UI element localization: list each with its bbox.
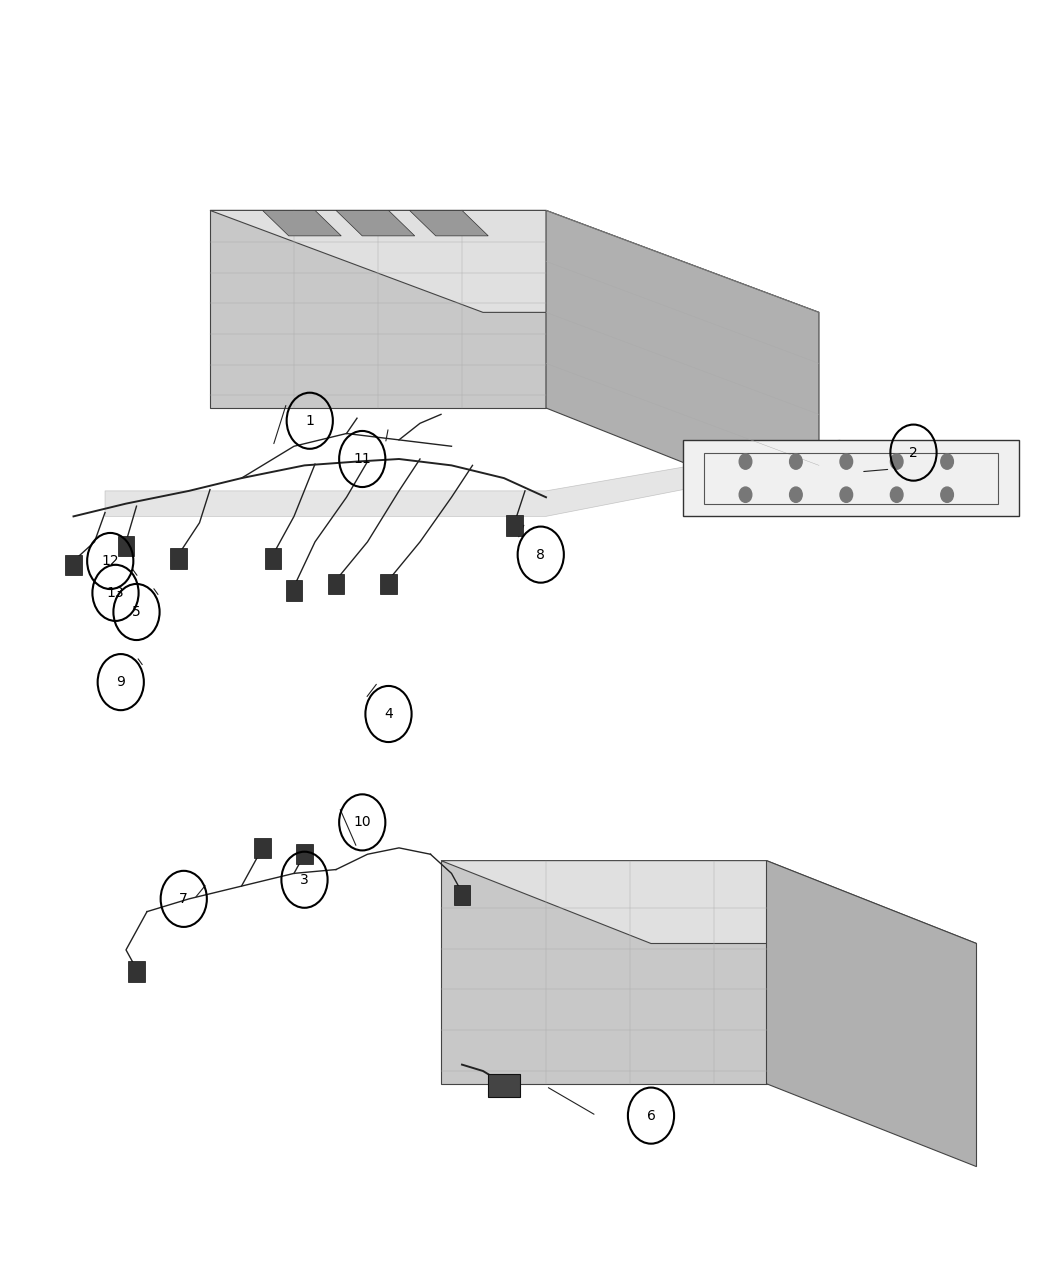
Circle shape <box>840 454 853 469</box>
Polygon shape <box>766 861 976 1167</box>
Circle shape <box>890 454 903 469</box>
Polygon shape <box>441 861 766 1084</box>
Polygon shape <box>546 210 819 516</box>
Text: 11: 11 <box>354 453 371 465</box>
Circle shape <box>790 487 802 502</box>
Bar <box>328 574 344 594</box>
Bar <box>380 574 397 594</box>
Polygon shape <box>682 440 1018 516</box>
Text: 13: 13 <box>107 586 124 599</box>
Bar <box>254 838 271 858</box>
Circle shape <box>739 487 752 502</box>
Polygon shape <box>336 210 415 236</box>
Polygon shape <box>210 210 819 312</box>
Text: 2: 2 <box>909 446 918 459</box>
Text: 9: 9 <box>117 676 125 688</box>
Text: 6: 6 <box>647 1109 655 1122</box>
Bar <box>65 555 82 575</box>
Bar <box>170 548 187 569</box>
Polygon shape <box>210 210 546 408</box>
Polygon shape <box>105 440 840 516</box>
Text: 12: 12 <box>102 555 119 567</box>
Circle shape <box>840 487 853 502</box>
Text: 4: 4 <box>384 708 393 720</box>
Bar <box>118 536 134 556</box>
Polygon shape <box>410 210 488 236</box>
Text: 8: 8 <box>537 548 545 561</box>
Bar <box>286 580 302 601</box>
Text: 3: 3 <box>300 873 309 886</box>
Circle shape <box>739 454 752 469</box>
Circle shape <box>941 454 953 469</box>
Bar <box>454 885 470 905</box>
Text: 1: 1 <box>306 414 314 427</box>
Circle shape <box>941 487 953 502</box>
Circle shape <box>890 487 903 502</box>
Text: 10: 10 <box>354 816 371 829</box>
Polygon shape <box>262 210 341 236</box>
Polygon shape <box>441 861 976 943</box>
Bar <box>128 961 145 982</box>
Bar <box>265 548 281 569</box>
Bar <box>488 1074 520 1096</box>
Text: 7: 7 <box>180 892 188 905</box>
Bar <box>296 844 313 864</box>
Text: 5: 5 <box>132 606 141 618</box>
Bar <box>506 515 523 536</box>
Circle shape <box>790 454 802 469</box>
